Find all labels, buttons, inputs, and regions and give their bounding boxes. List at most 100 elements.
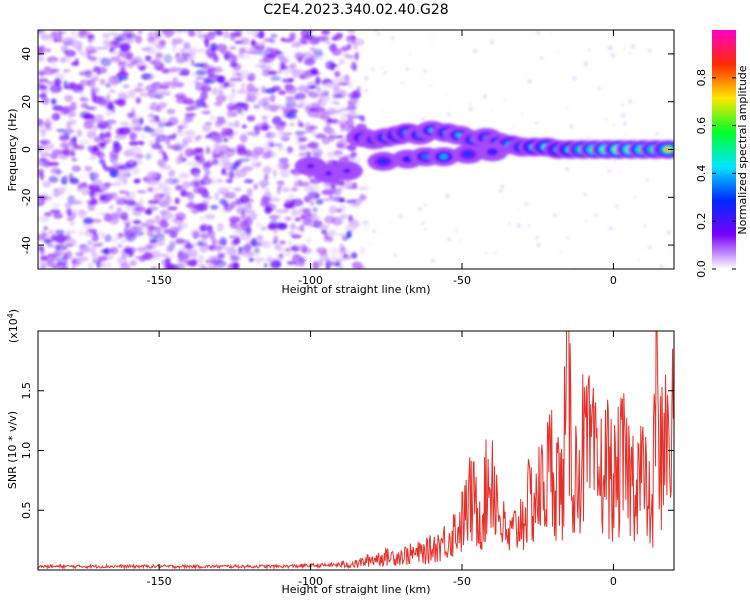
heatmap-faint-point [381,66,384,69]
heatmap-noise-blob [280,62,285,70]
heatmap-noise-blob [66,243,74,247]
heatmap-noise-blob [139,140,145,146]
heatmap-noise-blob [167,253,176,260]
heatmap-noise-blob [78,174,90,180]
heatmap-noise-blob [138,198,144,204]
heatmap-noise-blob [214,101,223,107]
heatmap-noise-blob [38,199,42,204]
heatmap-noise-blob [336,187,345,191]
heatmap-noise-blob [52,61,57,69]
heatmap-noise-blob [86,38,97,42]
heatmap-noise-blob [242,165,253,172]
colorbar-tick-label: 0.8 [695,69,708,87]
heatmap-noise-blob [350,202,360,208]
heatmap-faint-point [540,36,543,38]
heatmap-noise-blob [225,191,237,200]
heatmap-noise-blob [50,167,61,175]
heatmap-faint-point [491,109,493,112]
heatmap-noise-blob [261,85,266,94]
heatmap-noise-blob [158,39,166,46]
heatmap-noise-blob [111,77,119,87]
heatmap-noise-blob [155,105,162,113]
heatmap-noise-blob [296,233,301,238]
colorbar-tick-label: 0.6 [695,117,708,135]
heatmap-faint-point [583,61,589,67]
heatmap-noise-blob [215,43,228,52]
heatmap-noise-blob [204,213,216,220]
heatmap-noise-blob [108,31,118,36]
heatmap-noise-blob [286,105,295,111]
heatmap-noise-blob [68,173,74,183]
heatmap-noise-blob [193,173,200,183]
heatmap-noise-blob [148,186,159,194]
heatmap-noise-blob [298,122,305,128]
snr-line-path [38,331,674,570]
heatmap-noise-blob [132,125,144,132]
heatmap-noise-blob [300,244,308,254]
heatmap-noise-blob [146,178,156,186]
heatmap-noise-blob [127,89,136,99]
heatmap-faint-point [527,79,532,84]
heatmap-noise-blob [56,128,66,133]
heatmap-noise-blob [333,135,345,139]
heatmap-noise-blob [38,77,48,82]
heatmap-noise-blob [291,198,304,207]
heatmap-noise-blob [336,64,342,73]
heatmap-faint-point [364,89,368,93]
heatmap-noise-blob [87,145,92,152]
heatmap-faint-point [588,48,591,52]
heatmap-noise-blob [77,31,89,39]
heatmap-noise-blob [228,78,240,82]
heatmap-noise-blob [246,226,252,236]
heatmap-noise-blob [242,250,254,258]
heatmap-noise-blob [230,35,236,41]
heatmap-noise-blob [359,247,365,255]
heatmap-noise-blob [216,222,225,232]
heatmap-noise-blob [129,132,136,141]
heatmap-noise-blob [347,30,356,34]
heatmap-noise-blob [95,46,107,50]
heatmap-noise-blob [278,253,284,259]
heatmap-faint-point [619,170,622,173]
heatmap-noise-blob [226,147,232,152]
heatmap-noise-blob [162,228,172,234]
heatmap-noise-blob [65,208,71,215]
heatmap-noise-blob [208,246,215,250]
heatmap-noise-blob [46,244,56,248]
heatmap-noise-blob [309,47,316,52]
y-tick-label: 40 [20,47,33,61]
heatmap-noise-blob [268,214,281,220]
heatmap-noise-blob [145,209,153,215]
heatmap-faint-point [400,81,404,85]
heatmap-faint-point [494,251,497,255]
heatmap-noise-blob [274,244,280,250]
heatmap-noise-blob [315,76,321,85]
heatmap-noise-blob [291,205,296,211]
heatmap-noise-blob [69,221,75,226]
heatmap-noise-blob [253,246,260,254]
heatmap-noise-blob [117,243,123,248]
heatmap-noise-blob [85,120,98,124]
heatmap-noise-blob [123,218,131,227]
heatmap-noise-blob [338,138,350,145]
heatmap-noise-blob [157,183,165,192]
heatmap-noise-blob [198,264,206,269]
heatmap-noise-blob [260,226,267,231]
heatmap-noise-blob [65,121,74,126]
heatmap-noise-blob [50,85,57,94]
heatmap-noise-blob [50,67,60,74]
heatmap-noise-blob [59,107,70,116]
heatmap-noise-blob [300,37,307,44]
y-tick-label: 0 [20,146,33,153]
heatmap-noise-blob [285,85,297,95]
heatmap-noise-blob [288,193,295,199]
heatmap-noise-blob [286,111,297,119]
heatmap-noise-blob [94,136,101,143]
heatmap-noise-blob [111,235,120,243]
heatmap-signal-blob [306,163,315,169]
heatmap-noise-blob [149,60,157,65]
heatmap-faint-point [638,259,640,262]
heatmap-noise-blob [154,116,160,122]
heatmap-noise-blob [136,64,148,69]
heatmap-noise-blob [340,123,347,132]
